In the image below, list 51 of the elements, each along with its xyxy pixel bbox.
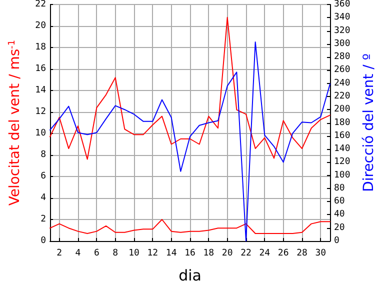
x-tick-label: 26: [278, 248, 289, 258]
y-tick-label: 8: [40, 150, 46, 160]
y-tick-label: 20: [35, 21, 46, 31]
y2-tick-label: 360: [334, 0, 350, 10]
y2-tick-label: 120: [334, 157, 350, 168]
y-tick-label: 2: [40, 214, 46, 224]
y-tick-label: 14: [35, 86, 46, 96]
y2-tick-label: 260: [334, 65, 350, 76]
y2-tick-label: 240: [334, 78, 350, 88]
y2-tick-label: 20: [334, 222, 345, 233]
x-tick-label: 6: [94, 248, 100, 258]
y2-tick-label: 340: [334, 12, 350, 23]
x-tick-label: 24: [259, 248, 270, 258]
y-tick-label: 18: [35, 42, 46, 52]
x-tick-label: 8: [112, 248, 118, 258]
y-tick-label: 12: [35, 107, 46, 117]
y2-tick-label: 140: [334, 144, 350, 154]
x-tick-label: 16: [184, 248, 196, 258]
line-series: [50, 219, 330, 234]
y-tick-label: 0: [40, 236, 46, 246]
x-tick-label: 2: [56, 248, 62, 258]
y-tick-label: 10: [35, 128, 46, 138]
x-tick-label: 4: [75, 248, 81, 258]
y2-tick-label: 280: [334, 52, 350, 62]
y-tick-label: 6: [40, 172, 46, 182]
y2-tick-label: 220: [334, 91, 350, 102]
y2-tick-label: 40: [334, 210, 345, 220]
y-tick-label: 4: [40, 193, 46, 203]
x-tick-label: 18: [203, 248, 214, 258]
x-tick-label: 12: [147, 248, 158, 258]
x-tick-label: 20: [222, 248, 233, 258]
y2-tick-label: 60: [334, 196, 345, 207]
x-tick-label: 10: [128, 248, 140, 258]
y-tick-label: 16: [35, 64, 46, 74]
y2-tick-label: 100: [334, 170, 350, 180]
y2-tick-label: 320: [334, 26, 350, 36]
y-tick-label: 22: [35, 0, 46, 10]
y2-tick-label: 80: [334, 183, 345, 194]
y-axis-title: Velocitat del vent / ms-1: [7, 40, 23, 206]
y2-tick-label: 0: [334, 236, 340, 246]
y2-tick-label: 200: [334, 104, 350, 115]
y2-tick-label: 300: [334, 38, 350, 49]
x-tick-label: 14: [166, 248, 177, 258]
x-axis-title: dia: [178, 266, 202, 284]
y2-tick-label: 160: [334, 130, 350, 141]
y2-tick-label: 180: [334, 118, 350, 128]
x-tick-label: 30: [315, 248, 326, 258]
line-series: [50, 16, 330, 160]
y2-axis-title: Direcció del vent / º: [361, 54, 377, 192]
x-tick-label: 22: [240, 248, 252, 258]
x-tick-label: 28: [296, 248, 308, 258]
